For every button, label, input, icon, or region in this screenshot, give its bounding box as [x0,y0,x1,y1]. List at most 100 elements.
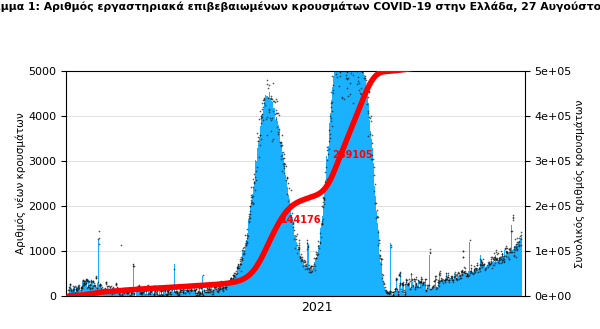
Point [448,277,458,283]
Point [85,286,94,291]
Point [433,280,443,285]
Point [199,293,208,298]
Point [173,292,183,298]
Point [467,262,476,267]
Point [181,290,190,295]
Point [331,55,340,60]
Point [317,203,327,208]
Point [149,291,158,296]
Point [412,282,421,287]
Point [435,272,445,277]
Bar [170,293,172,296]
Point [100,287,110,292]
Bar [235,275,236,296]
Point [133,284,142,290]
Bar [238,266,239,296]
Point [206,285,215,290]
Bar [80,287,82,296]
Point [305,266,314,271]
Point [118,286,128,291]
Point [366,113,376,118]
Point [348,55,358,60]
Point [470,264,479,269]
Point [303,243,313,248]
Point [466,269,476,275]
Bar [396,279,397,296]
Point [89,281,98,286]
Bar [218,289,219,296]
Point [305,265,315,270]
Point [64,287,73,292]
Bar [246,240,247,296]
Bar [304,265,305,296]
Bar [98,240,99,296]
Bar [174,264,175,296]
Bar [271,101,272,296]
Point [182,289,192,294]
Bar [427,286,428,296]
Point [268,80,277,86]
Point [316,241,325,246]
Bar [516,244,517,296]
Point [509,246,518,251]
Point [217,279,226,284]
Point [478,257,488,262]
Bar [474,269,475,296]
Point [159,284,169,290]
Point [69,286,79,291]
Point [121,287,131,292]
Point [434,279,443,284]
Point [317,221,326,227]
Point [167,286,176,291]
Point [348,68,358,73]
Bar [274,108,275,296]
Point [311,256,321,261]
Point [102,289,112,294]
Point [274,112,284,117]
Point [314,245,324,251]
Bar [150,293,151,296]
Point [329,55,339,60]
Bar [101,288,103,296]
Point [428,283,438,289]
Bar [125,291,127,296]
Point [224,280,234,285]
Point [343,94,353,99]
Point [151,286,161,291]
Point [90,282,100,288]
Bar [203,293,204,296]
Point [514,243,523,248]
Bar [173,292,174,296]
Bar [295,236,296,296]
Point [299,258,308,263]
Bar [357,62,358,296]
Point [397,280,407,285]
Point [319,197,329,202]
Point [266,96,276,102]
Point [231,268,241,273]
Point [348,72,358,78]
Point [301,263,311,268]
Point [71,286,80,291]
Bar [291,218,292,296]
Point [98,289,107,294]
Point [487,254,497,259]
Point [517,236,526,241]
Point [344,55,354,60]
Bar [409,282,410,296]
Point [321,164,331,169]
Point [224,279,234,285]
Point [195,290,205,295]
Point [416,279,425,284]
Point [399,288,409,293]
Bar [260,126,261,296]
Point [479,263,488,268]
Point [139,285,148,291]
Point [279,163,289,168]
Point [66,289,76,294]
Point [264,83,274,88]
Point [213,288,223,293]
Point [79,282,89,287]
Point [170,266,179,271]
Bar [71,293,73,296]
